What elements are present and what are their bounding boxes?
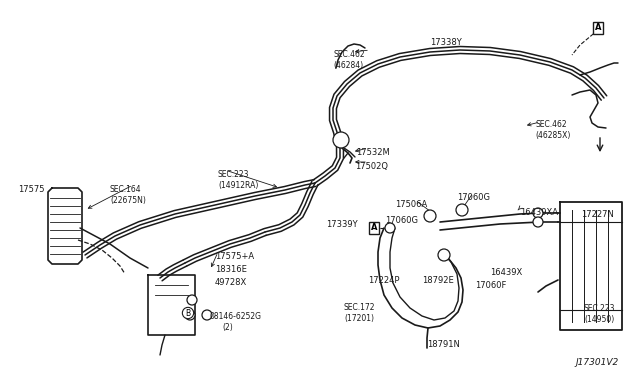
Text: SEC.462: SEC.462 (535, 120, 566, 129)
Text: A: A (371, 224, 377, 232)
Text: (14912RA): (14912RA) (218, 181, 259, 190)
Text: 16439X: 16439X (490, 268, 522, 277)
Text: SEC.164: SEC.164 (110, 185, 141, 194)
Circle shape (187, 295, 197, 305)
Text: (2): (2) (222, 323, 233, 332)
Text: 17502Q: 17502Q (355, 162, 388, 171)
Text: (17201): (17201) (344, 314, 374, 323)
Text: 17060G: 17060G (385, 216, 418, 225)
Text: SEC.462: SEC.462 (333, 50, 365, 59)
Text: A: A (595, 23, 601, 32)
Text: 17338Y: 17338Y (430, 38, 461, 47)
Circle shape (456, 204, 468, 216)
Circle shape (202, 310, 212, 320)
Circle shape (438, 249, 450, 261)
Text: J17301V2: J17301V2 (575, 358, 618, 367)
Text: SEC.172: SEC.172 (344, 303, 376, 312)
Circle shape (533, 208, 543, 218)
Text: B: B (186, 308, 191, 317)
Circle shape (424, 210, 436, 222)
Text: (22675N): (22675N) (110, 196, 146, 205)
Text: SEC.223: SEC.223 (584, 304, 616, 313)
Text: SEC.223: SEC.223 (218, 170, 250, 179)
Text: 17339Y: 17339Y (326, 220, 358, 229)
Text: (14950): (14950) (584, 315, 614, 324)
Circle shape (185, 310, 195, 320)
Text: 17224P: 17224P (368, 276, 399, 285)
Circle shape (333, 132, 349, 148)
Circle shape (335, 134, 347, 146)
Text: 17506A: 17506A (395, 200, 428, 209)
Text: 49728X: 49728X (215, 278, 247, 287)
Text: 17575+A: 17575+A (215, 252, 254, 261)
Circle shape (533, 217, 543, 227)
Circle shape (385, 223, 395, 233)
Text: (46285X): (46285X) (535, 131, 570, 140)
Text: 08146-6252G: 08146-6252G (210, 312, 262, 321)
Text: 18316E: 18316E (215, 265, 247, 274)
Text: 17060G: 17060G (457, 193, 490, 202)
Text: 17575: 17575 (18, 185, 45, 194)
Text: 16439XA: 16439XA (520, 208, 558, 217)
Text: 18791N: 18791N (427, 340, 460, 349)
Text: 17227N: 17227N (581, 210, 614, 219)
Text: 17060F: 17060F (475, 281, 506, 290)
Text: (46284): (46284) (333, 61, 363, 70)
Text: 17532M: 17532M (356, 148, 390, 157)
Text: 18792E: 18792E (422, 276, 454, 285)
